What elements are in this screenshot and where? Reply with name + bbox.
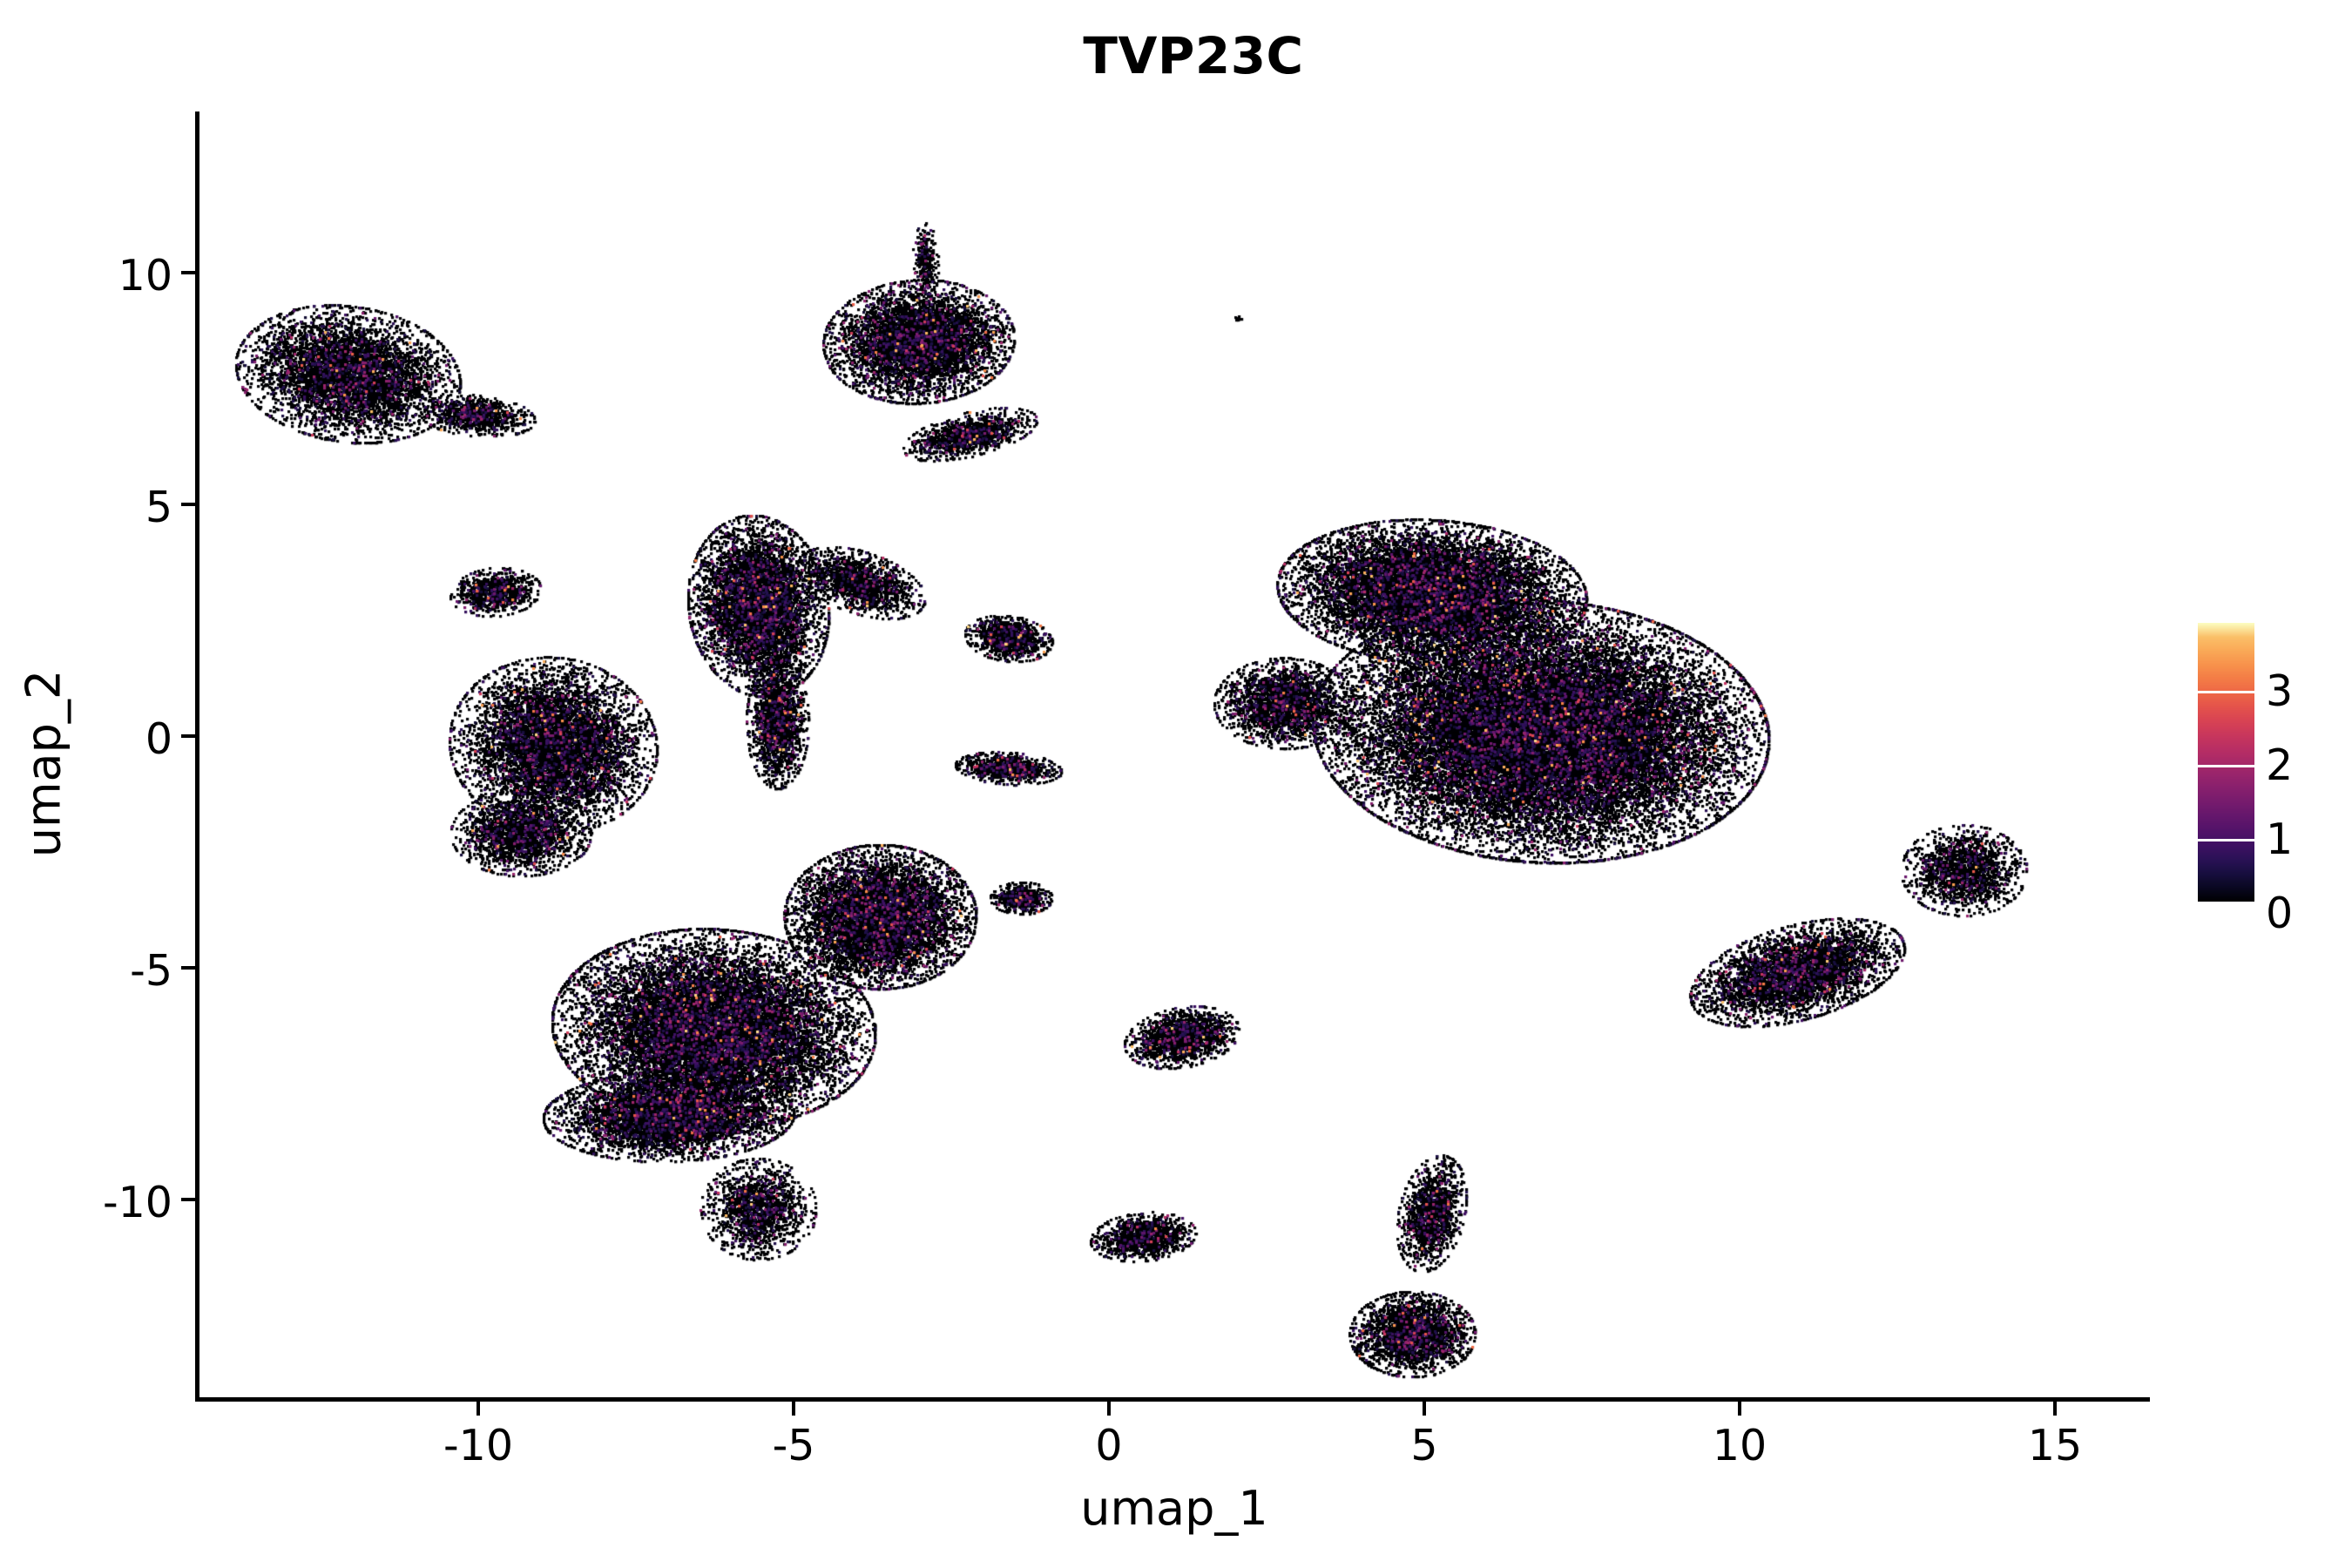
colorbar: 3 2 1 0 [2198,623,2346,935]
x-tick-label: -10 [443,1421,514,1470]
colorbar-tick-mark [2198,839,2254,841]
x-tick-label: 0 [1095,1421,1123,1470]
colorbar-tick-label: 0 [2266,889,2294,938]
scatter-points-canvas [199,113,2149,1398]
colorbar-tick-label: 2 [2266,740,2294,790]
y-tick-label: -10 [102,1178,172,1227]
x-axis-label: umap_1 [1080,1481,1268,1536]
x-tick-mark [476,1402,480,1416]
page-title: TVP23C [1083,26,1304,85]
x-tick-label: 5 [1410,1421,1438,1470]
y-tick-mark [181,503,195,506]
x-tick-mark [1107,1402,1111,1416]
x-tick-mark [2053,1402,2057,1416]
y-tick-mark [181,966,195,970]
plot-axes-area [199,113,2149,1398]
x-tick-label: 15 [2027,1421,2083,1470]
colorbar-tick-label: 3 [2266,666,2294,716]
colorbar-tick-mark [2198,765,2254,767]
x-tick-mark [792,1402,795,1416]
colorbar-gradient [2198,623,2254,902]
x-tick-label: 10 [1712,1421,1767,1470]
y-axis-spine [195,112,199,1402]
y-tick-mark [181,271,195,274]
x-tick-mark [1423,1402,1426,1416]
x-axis-spine [195,1397,2150,1402]
y-tick-label: 5 [145,483,172,532]
colorbar-tick-label: 1 [2266,814,2294,864]
x-tick-label: -5 [772,1421,815,1470]
y-tick-label: 0 [145,714,172,764]
colorbar-tick-mark [2198,691,2254,693]
y-tick-label: -5 [130,946,172,996]
y-tick-mark [181,1198,195,1201]
y-tick-label: 10 [118,251,172,301]
y-axis-label: umap_2 [16,669,71,858]
x-tick-mark [1738,1402,1741,1416]
y-tick-mark [181,734,195,738]
